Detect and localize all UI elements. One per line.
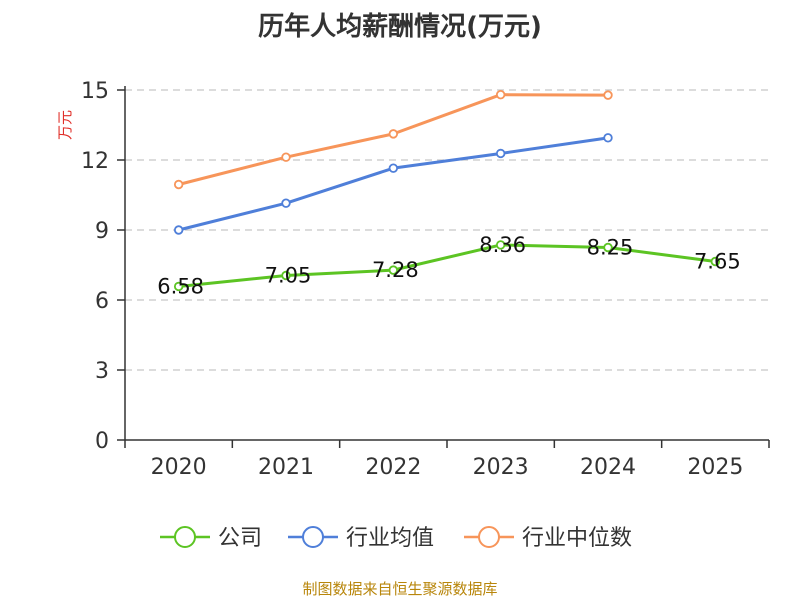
series-line-0 xyxy=(178,243,716,288)
axes: 0 3 6 9 12 15 2020 2021 2022 2023 2024 2025 万元 xyxy=(56,79,770,480)
data-point xyxy=(495,89,506,100)
data-point xyxy=(281,270,291,281)
legend-marker xyxy=(478,526,500,548)
y-axis-title: 万元 xyxy=(56,110,74,140)
data-label: 6.58 xyxy=(157,274,204,298)
data-point xyxy=(495,240,506,250)
data-label: 8.36 xyxy=(479,233,526,257)
x-tick-label: 2023 xyxy=(473,455,529,480)
y-tick-label: 12 xyxy=(81,149,109,174)
data-point xyxy=(173,281,184,292)
data-point xyxy=(388,129,399,139)
data-point xyxy=(173,179,184,190)
y-tick-label: 0 xyxy=(95,429,109,454)
series-lines xyxy=(173,89,721,292)
data-labels: 6.58 7.05 7.28 8.36 8.25 7.65 xyxy=(157,233,740,299)
legend-marker xyxy=(302,526,324,548)
data-point xyxy=(388,265,399,275)
x-tick-label: 2021 xyxy=(258,455,314,480)
legend: 公司 行业均值 行业中位数 xyxy=(160,526,632,551)
data-point xyxy=(281,152,291,162)
data-label: 7.05 xyxy=(265,264,312,288)
data-point xyxy=(173,225,184,235)
data-point xyxy=(495,148,506,159)
data-label: 7.65 xyxy=(694,250,741,274)
legend-label: 行业中位数 xyxy=(522,526,632,551)
legend-marker xyxy=(174,526,196,548)
legend-label: 行业均值 xyxy=(346,526,434,551)
y-tick-label: 9 xyxy=(95,219,109,244)
data-point xyxy=(388,163,399,173)
data-point xyxy=(603,242,613,253)
data-point xyxy=(603,133,613,143)
y-tick-label: 3 xyxy=(95,359,109,384)
gridlines xyxy=(125,89,769,371)
y-tick-label: 6 xyxy=(95,289,109,314)
legend-label: 公司 xyxy=(218,526,262,551)
chart-title: 历年人均薪酬情况(万元) xyxy=(258,12,542,42)
x-tick-label: 2022 xyxy=(365,455,421,480)
x-tick-label: 2024 xyxy=(580,455,636,480)
series-line-1 xyxy=(178,136,609,232)
y-tick-label: 15 xyxy=(81,79,109,104)
data-point xyxy=(281,198,291,208)
source-note: 制图数据来自恒生聚源数据库 xyxy=(302,580,498,598)
x-tick-label: 2020 xyxy=(151,455,207,480)
data-label: 7.28 xyxy=(372,258,419,282)
data-point xyxy=(603,90,613,100)
x-tick-label: 2025 xyxy=(687,455,743,480)
data-point xyxy=(710,256,721,267)
data-label: 8.25 xyxy=(587,236,634,260)
